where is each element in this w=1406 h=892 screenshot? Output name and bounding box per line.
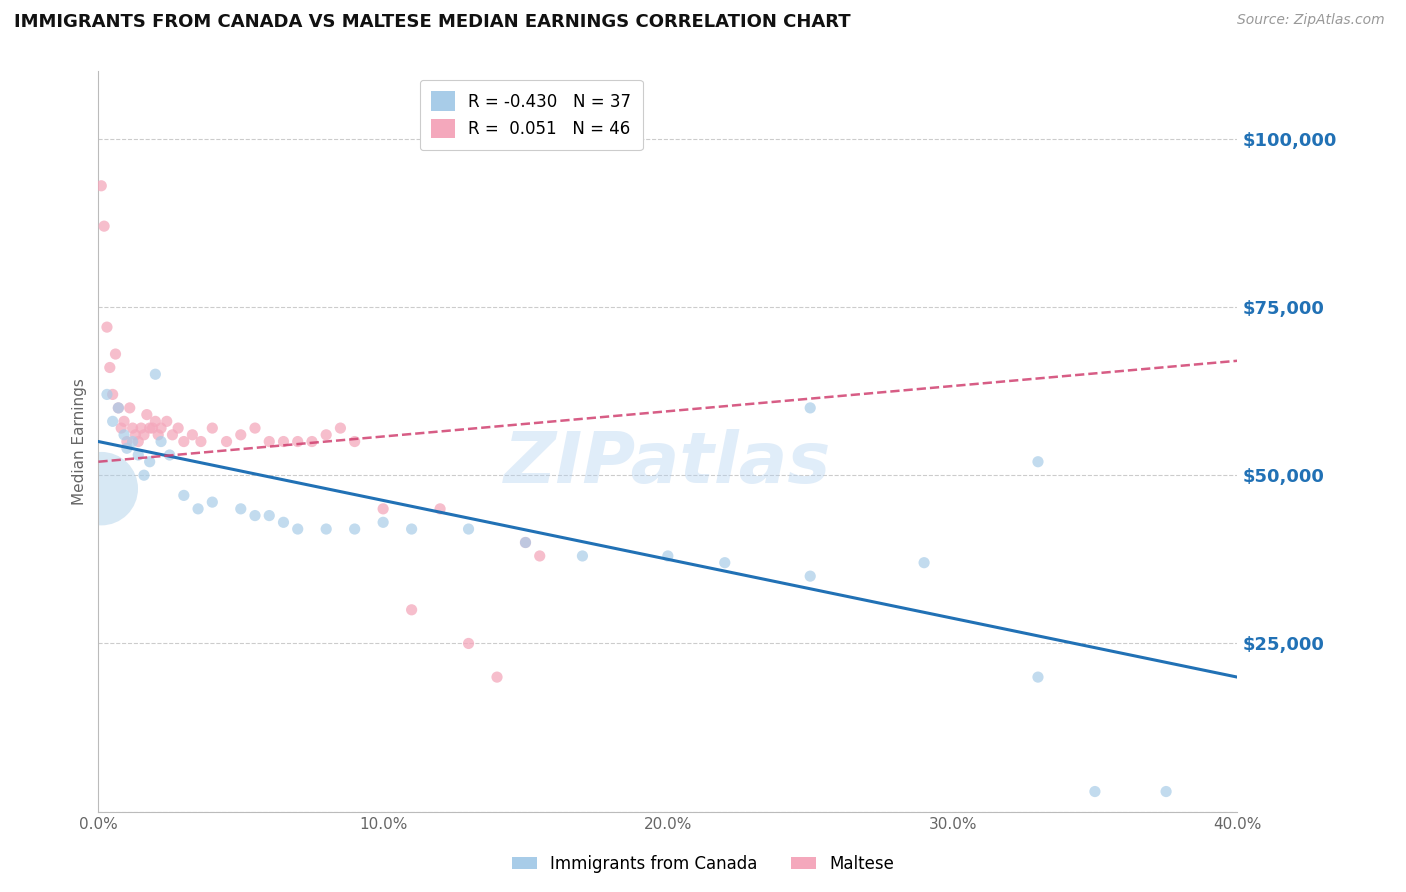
Point	[799, 569, 821, 583]
Point	[90, 178, 112, 193]
Point	[129, 421, 152, 435]
Point	[301, 434, 323, 449]
Point	[229, 501, 252, 516]
Point	[273, 434, 295, 449]
Point	[190, 434, 212, 449]
Point	[96, 387, 118, 401]
Point	[529, 549, 551, 563]
Point	[145, 414, 167, 428]
Point	[457, 522, 479, 536]
Point	[150, 421, 173, 435]
Point	[259, 434, 281, 449]
Point	[1154, 784, 1177, 798]
Point	[127, 434, 149, 449]
Point	[112, 414, 135, 428]
Point	[799, 401, 821, 415]
Point	[104, 347, 127, 361]
Point	[315, 522, 337, 536]
Point	[132, 468, 155, 483]
Point	[1084, 784, 1107, 798]
Point	[156, 414, 179, 428]
Point	[1026, 670, 1049, 684]
Point	[101, 387, 124, 401]
Point	[141, 421, 163, 435]
Point	[115, 442, 138, 456]
Point	[373, 501, 395, 516]
Point	[148, 427, 170, 442]
Point	[486, 670, 509, 684]
Point	[181, 427, 204, 442]
Point	[121, 434, 143, 449]
Point	[162, 427, 184, 442]
Legend: Immigrants from Canada, Maltese: Immigrants from Canada, Maltese	[505, 848, 901, 880]
Point	[93, 219, 115, 234]
Point	[132, 427, 155, 442]
Point	[201, 421, 224, 435]
Point	[118, 401, 141, 415]
Point	[96, 320, 118, 334]
Point	[515, 535, 537, 549]
Point	[429, 501, 451, 516]
Point	[329, 421, 352, 435]
Point	[167, 421, 190, 435]
Point	[912, 556, 935, 570]
Point	[229, 427, 252, 442]
Y-axis label: Median Earnings: Median Earnings	[72, 378, 87, 505]
Point	[187, 501, 209, 516]
Point	[243, 508, 266, 523]
Point	[201, 495, 224, 509]
Point	[401, 603, 423, 617]
Point	[138, 421, 160, 435]
Point	[173, 488, 195, 502]
Point	[173, 434, 195, 449]
Point	[107, 401, 129, 415]
Point	[571, 549, 593, 563]
Point	[115, 434, 138, 449]
Point	[90, 482, 112, 496]
Point	[121, 421, 143, 435]
Point	[273, 516, 295, 530]
Point	[714, 556, 737, 570]
Point	[107, 401, 129, 415]
Point	[343, 522, 366, 536]
Point	[457, 636, 479, 650]
Point	[657, 549, 679, 563]
Point	[135, 408, 157, 422]
Point	[401, 522, 423, 536]
Point	[150, 434, 173, 449]
Point	[287, 522, 309, 536]
Point	[138, 455, 160, 469]
Point	[315, 427, 337, 442]
Legend: R = -0.430   N = 37, R =  0.051   N = 46: R = -0.430 N = 37, R = 0.051 N = 46	[419, 79, 643, 150]
Point	[343, 434, 366, 449]
Point	[215, 434, 238, 449]
Point	[98, 360, 121, 375]
Point	[124, 427, 146, 442]
Point	[112, 427, 135, 442]
Point	[1026, 455, 1049, 469]
Text: IMMIGRANTS FROM CANADA VS MALTESE MEDIAN EARNINGS CORRELATION CHART: IMMIGRANTS FROM CANADA VS MALTESE MEDIAN…	[14, 13, 851, 31]
Point	[127, 448, 149, 462]
Point	[373, 516, 395, 530]
Point	[101, 414, 124, 428]
Point	[287, 434, 309, 449]
Point	[243, 421, 266, 435]
Point	[145, 368, 167, 382]
Point	[259, 508, 281, 523]
Point	[110, 421, 132, 435]
Point	[159, 448, 181, 462]
Text: Source: ZipAtlas.com: Source: ZipAtlas.com	[1237, 13, 1385, 28]
Point	[515, 535, 537, 549]
Text: ZIPatlas: ZIPatlas	[505, 429, 831, 499]
